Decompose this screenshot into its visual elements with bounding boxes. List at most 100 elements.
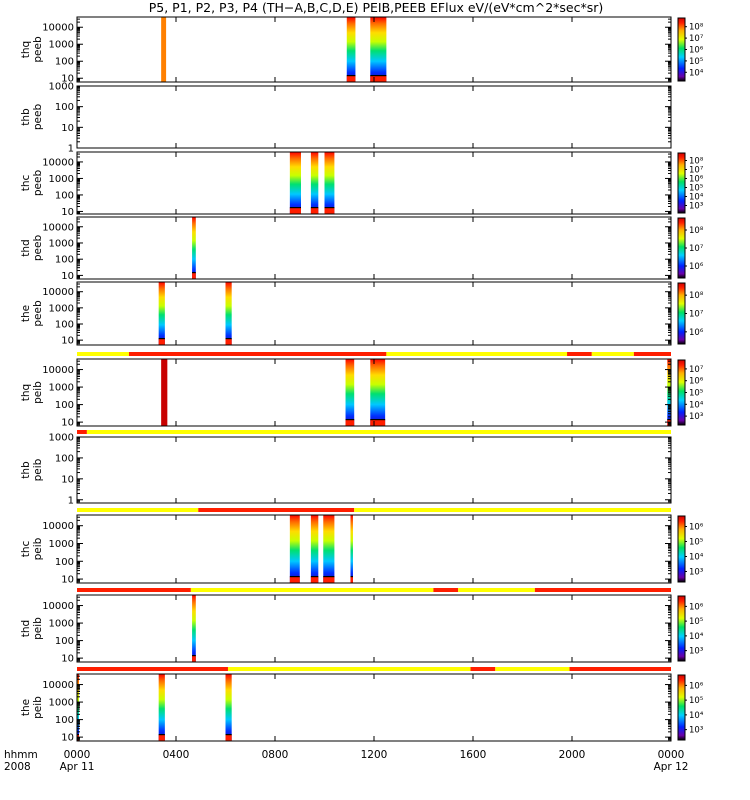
panel-frame	[76, 436, 672, 504]
y-tick-label: 10	[61, 733, 74, 744]
status-bar-segment	[198, 508, 355, 512]
data-stripe	[370, 359, 386, 426]
data-stripe-base	[310, 577, 319, 583]
y-tick-label: 10	[61, 336, 74, 347]
status-bar-segment	[227, 667, 471, 671]
status-bar-segment	[633, 352, 671, 356]
data-stripe	[350, 515, 353, 583]
colorbar	[678, 18, 685, 81]
data-stripe-base	[370, 76, 387, 82]
y-tick-label: 1000	[49, 174, 74, 185]
data-stripe-base	[323, 577, 335, 583]
data-stripe	[310, 515, 319, 583]
colorbar-tick-label: 10⁴	[689, 711, 704, 721]
y-tick-label: 100	[55, 102, 74, 113]
y-tick-label: 10000	[42, 680, 74, 691]
y-axis-label-line2: peib	[32, 617, 44, 640]
y-tick-label: 100	[55, 320, 74, 331]
colorbar-frame	[677, 674, 686, 741]
colorbar-tick-label: 10⁸	[689, 226, 704, 236]
data-stripe-edge	[310, 207, 319, 209]
colorbar-tick-label: 10³	[689, 412, 703, 422]
data-stripe	[158, 282, 165, 345]
y-tick-label: 100	[55, 190, 74, 201]
panel-9: 10 100 1000 10000 the peib 10³ 10⁴ 10⁵ 10⁶	[20, 667, 704, 744]
panel-3: 10 100 1000 10000 thd peeb 10⁶ 10⁷ 10⁸	[20, 216, 704, 282]
status-bar-segment	[569, 667, 671, 671]
data-stripe	[289, 152, 301, 214]
y-tick-label: 10	[61, 271, 74, 282]
colorbar-tick-label: 10³	[689, 568, 703, 578]
status-bar-segment	[495, 667, 570, 671]
status-bar-segment	[77, 430, 87, 434]
colorbar-tick-label: 10⁴	[689, 193, 704, 203]
data-stripe-base	[158, 735, 165, 741]
colorbar-tick-label: 10⁴	[689, 400, 704, 410]
status-bar-segment	[386, 352, 568, 356]
x-axis-row1-label: hhmm	[4, 749, 38, 761]
data-stripe-edge	[192, 272, 196, 274]
status-bar-segment	[567, 352, 592, 356]
y-tick-label: 1000	[49, 82, 74, 93]
colorbar-tick-label: 10⁶	[689, 602, 704, 612]
y-tick-label: 10000	[42, 222, 74, 233]
status-bar-segment	[534, 588, 671, 592]
data-stripe-edge	[225, 734, 232, 736]
y-tick-label: 100	[55, 255, 74, 266]
data-stripe-base	[225, 735, 232, 741]
status-bar-segment	[354, 508, 671, 512]
status-bar-segment	[470, 667, 496, 671]
y-axis-label-line1: thq	[20, 384, 32, 401]
colorbar-tick-label: 10⁴	[689, 68, 704, 78]
data-stripe-base	[346, 76, 356, 82]
colorbar	[678, 516, 685, 582]
data-stripe-base	[192, 656, 196, 662]
status-bar-segment	[458, 588, 535, 592]
panel-6: 1 10 100 1000 thb peib	[20, 430, 672, 506]
colorbar	[678, 675, 685, 740]
y-axis-label-line2: peib	[32, 537, 44, 560]
y-tick-label: 10	[61, 74, 74, 85]
y-tick-label: 10	[61, 575, 74, 586]
x-tick-label: 1600	[460, 749, 487, 761]
y-axis-label-line1: thc	[20, 541, 32, 558]
y-axis-label-line1: thb	[20, 108, 32, 126]
colorbar-tick-label: 10⁵	[689, 389, 703, 399]
status-bar-segment	[77, 352, 129, 356]
colorbar-tick-label: 10⁸	[689, 291, 704, 301]
colorbar-tick-label: 10⁴	[689, 553, 704, 563]
x-axis-row2-label: 2008	[4, 761, 31, 773]
colorbar-tick-label: 10⁶	[689, 46, 704, 56]
y-tick-label: 10000	[42, 365, 74, 376]
y-axis-label-line1: the	[20, 699, 32, 716]
colorbar-frame	[677, 515, 686, 583]
y-axis-label-line2: peib	[32, 458, 44, 481]
panel-7: 10 100 1000 10000 thc peib 10³ 10⁴ 10⁵ 10⁶	[20, 508, 704, 586]
colorbar-tick-label: 10³	[689, 202, 703, 212]
y-tick-label: 1000	[49, 698, 74, 709]
colorbar-tick-label: 10⁵	[689, 57, 703, 67]
x-tick-label: 0800	[262, 749, 289, 761]
data-stripe-edge	[346, 75, 356, 77]
data-stripe-edge	[345, 419, 355, 421]
colorbar-tick-label: 10³	[689, 726, 703, 736]
data-stripe-edge	[158, 338, 165, 340]
x-tick-label: 2000	[559, 749, 586, 761]
y-axis-label-line1: thd	[20, 620, 32, 637]
data-stripe-edge	[289, 576, 300, 578]
colorbar-tick-label: 10⁶	[689, 262, 704, 272]
x-date-label: Apr 12	[654, 761, 689, 773]
y-tick-label: 10000	[42, 23, 74, 34]
y-axis-label-line2: peeb	[32, 300, 44, 327]
y-axis-label-line2: peib	[32, 696, 44, 719]
data-stripe-edge	[77, 734, 79, 736]
colorbar-tick-label: 10⁷	[689, 310, 704, 320]
data-stripe-base	[345, 420, 355, 426]
colorbar-tick-label: 10⁸	[689, 23, 704, 33]
data-stripe-edge	[324, 207, 335, 209]
data-stripe	[225, 282, 232, 345]
colorbar-tick-label: 10³	[689, 647, 703, 657]
